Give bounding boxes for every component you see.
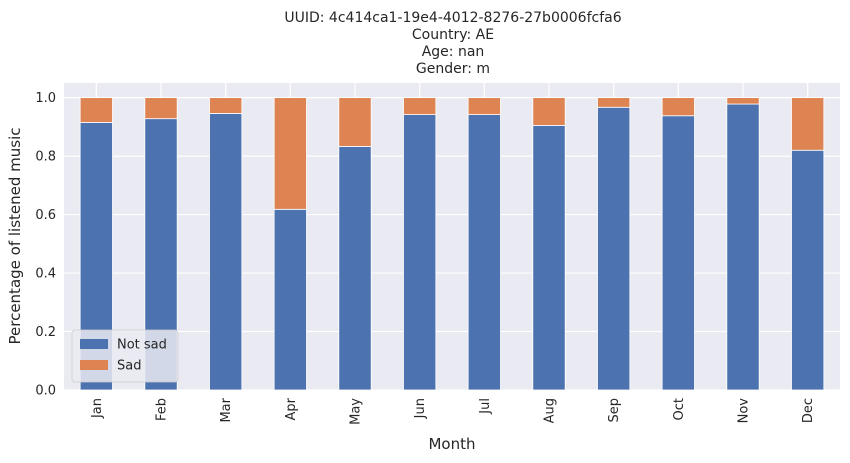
- legend-label-not-sad: Not sad: [117, 338, 167, 353]
- y-tick-label: 0.4: [35, 267, 56, 282]
- bar-sad-dec: [791, 97, 825, 151]
- y-tick-label: 0.6: [35, 208, 56, 223]
- x-tick-label-aug: Aug: [543, 398, 558, 423]
- x-tick-label-feb: Feb: [155, 398, 170, 421]
- y-tick-labels: 0.0 0.2 0.4 0.6 0.8 1.0: [35, 91, 56, 398]
- bar-sad-aug: [532, 97, 566, 126]
- x-tick-label-may: May: [349, 398, 364, 425]
- title-line-age: Age: nan: [422, 44, 485, 60]
- bar-sad-jun: [403, 97, 437, 115]
- bar-not-sad-aug: [532, 124, 566, 391]
- y-tick-label: 1.0: [35, 91, 56, 106]
- bar-sad-jan: [79, 97, 113, 123]
- legend-swatch-not-sad: [80, 339, 108, 349]
- bar-sad-sep: [597, 97, 631, 108]
- y-tick-label: 0.8: [35, 150, 56, 165]
- bar-sad-oct: [661, 97, 695, 117]
- x-tick-label-oct: Oct: [672, 398, 687, 420]
- bar-sad-may: [338, 97, 372, 147]
- title-line-gender: Gender: m: [416, 61, 490, 77]
- legend: Not sad Sad: [71, 329, 179, 383]
- x-tick-label-jun: Jun: [413, 398, 428, 419]
- x-tick-label-jan: Jan: [90, 398, 105, 419]
- bar-not-sad-apr: [273, 208, 307, 391]
- x-tick-label-mar: Mar: [219, 397, 234, 422]
- y-tick-label: 0.2: [35, 325, 56, 340]
- bar-not-sad-jul: [467, 114, 501, 391]
- legend-label-sad: Sad: [117, 359, 141, 374]
- x-tick-label-apr: Apr: [284, 397, 299, 420]
- x-tick-label-jul: Jul: [478, 398, 493, 415]
- x-tick-label-nov: Nov: [737, 398, 752, 424]
- bar-sad-nov: [726, 97, 760, 105]
- bar-not-sad-oct: [661, 115, 695, 391]
- x-tick-labels: Jan Feb Mar Apr May Jun Jul Aug Sep Oct Nov Dec: [90, 397, 816, 425]
- title-line-uuid: UUID: 4c414ca1-19e4-4012-8276-27b0006fcf…: [284, 10, 621, 26]
- x-tick-label-sep: Sep: [607, 398, 622, 423]
- x-axis-label: Month: [428, 435, 475, 453]
- plot-area: [64, 83, 840, 390]
- bar-sad-mar: [209, 97, 243, 114]
- title-line-country: Country: AE: [412, 27, 494, 43]
- bar-not-sad-jun: [403, 114, 437, 391]
- legend-swatch-sad: [80, 360, 108, 370]
- bars: [79, 97, 825, 391]
- y-axis-label: Percentage of listened music: [6, 127, 24, 344]
- bar-sad-jul: [467, 97, 501, 115]
- x-tick-label-dec: Dec: [801, 398, 816, 423]
- chart-title: UUID: 4c414ca1-19e4-4012-8276-27b0006fcf…: [284, 10, 621, 77]
- bar-not-sad-mar: [209, 113, 243, 391]
- y-tick-label: 0.0: [35, 384, 56, 399]
- bar-sad-feb: [144, 97, 178, 120]
- bar-not-sad-may: [338, 146, 372, 391]
- bar-not-sad-nov: [726, 103, 760, 391]
- bar-not-sad-sep: [597, 106, 631, 391]
- bar-sad-apr: [273, 97, 307, 210]
- bar-not-sad-dec: [791, 149, 825, 391]
